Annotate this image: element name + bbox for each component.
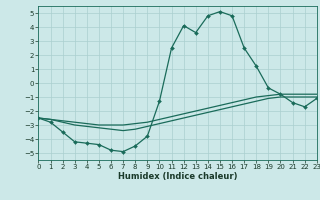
X-axis label: Humidex (Indice chaleur): Humidex (Indice chaleur) <box>118 172 237 181</box>
